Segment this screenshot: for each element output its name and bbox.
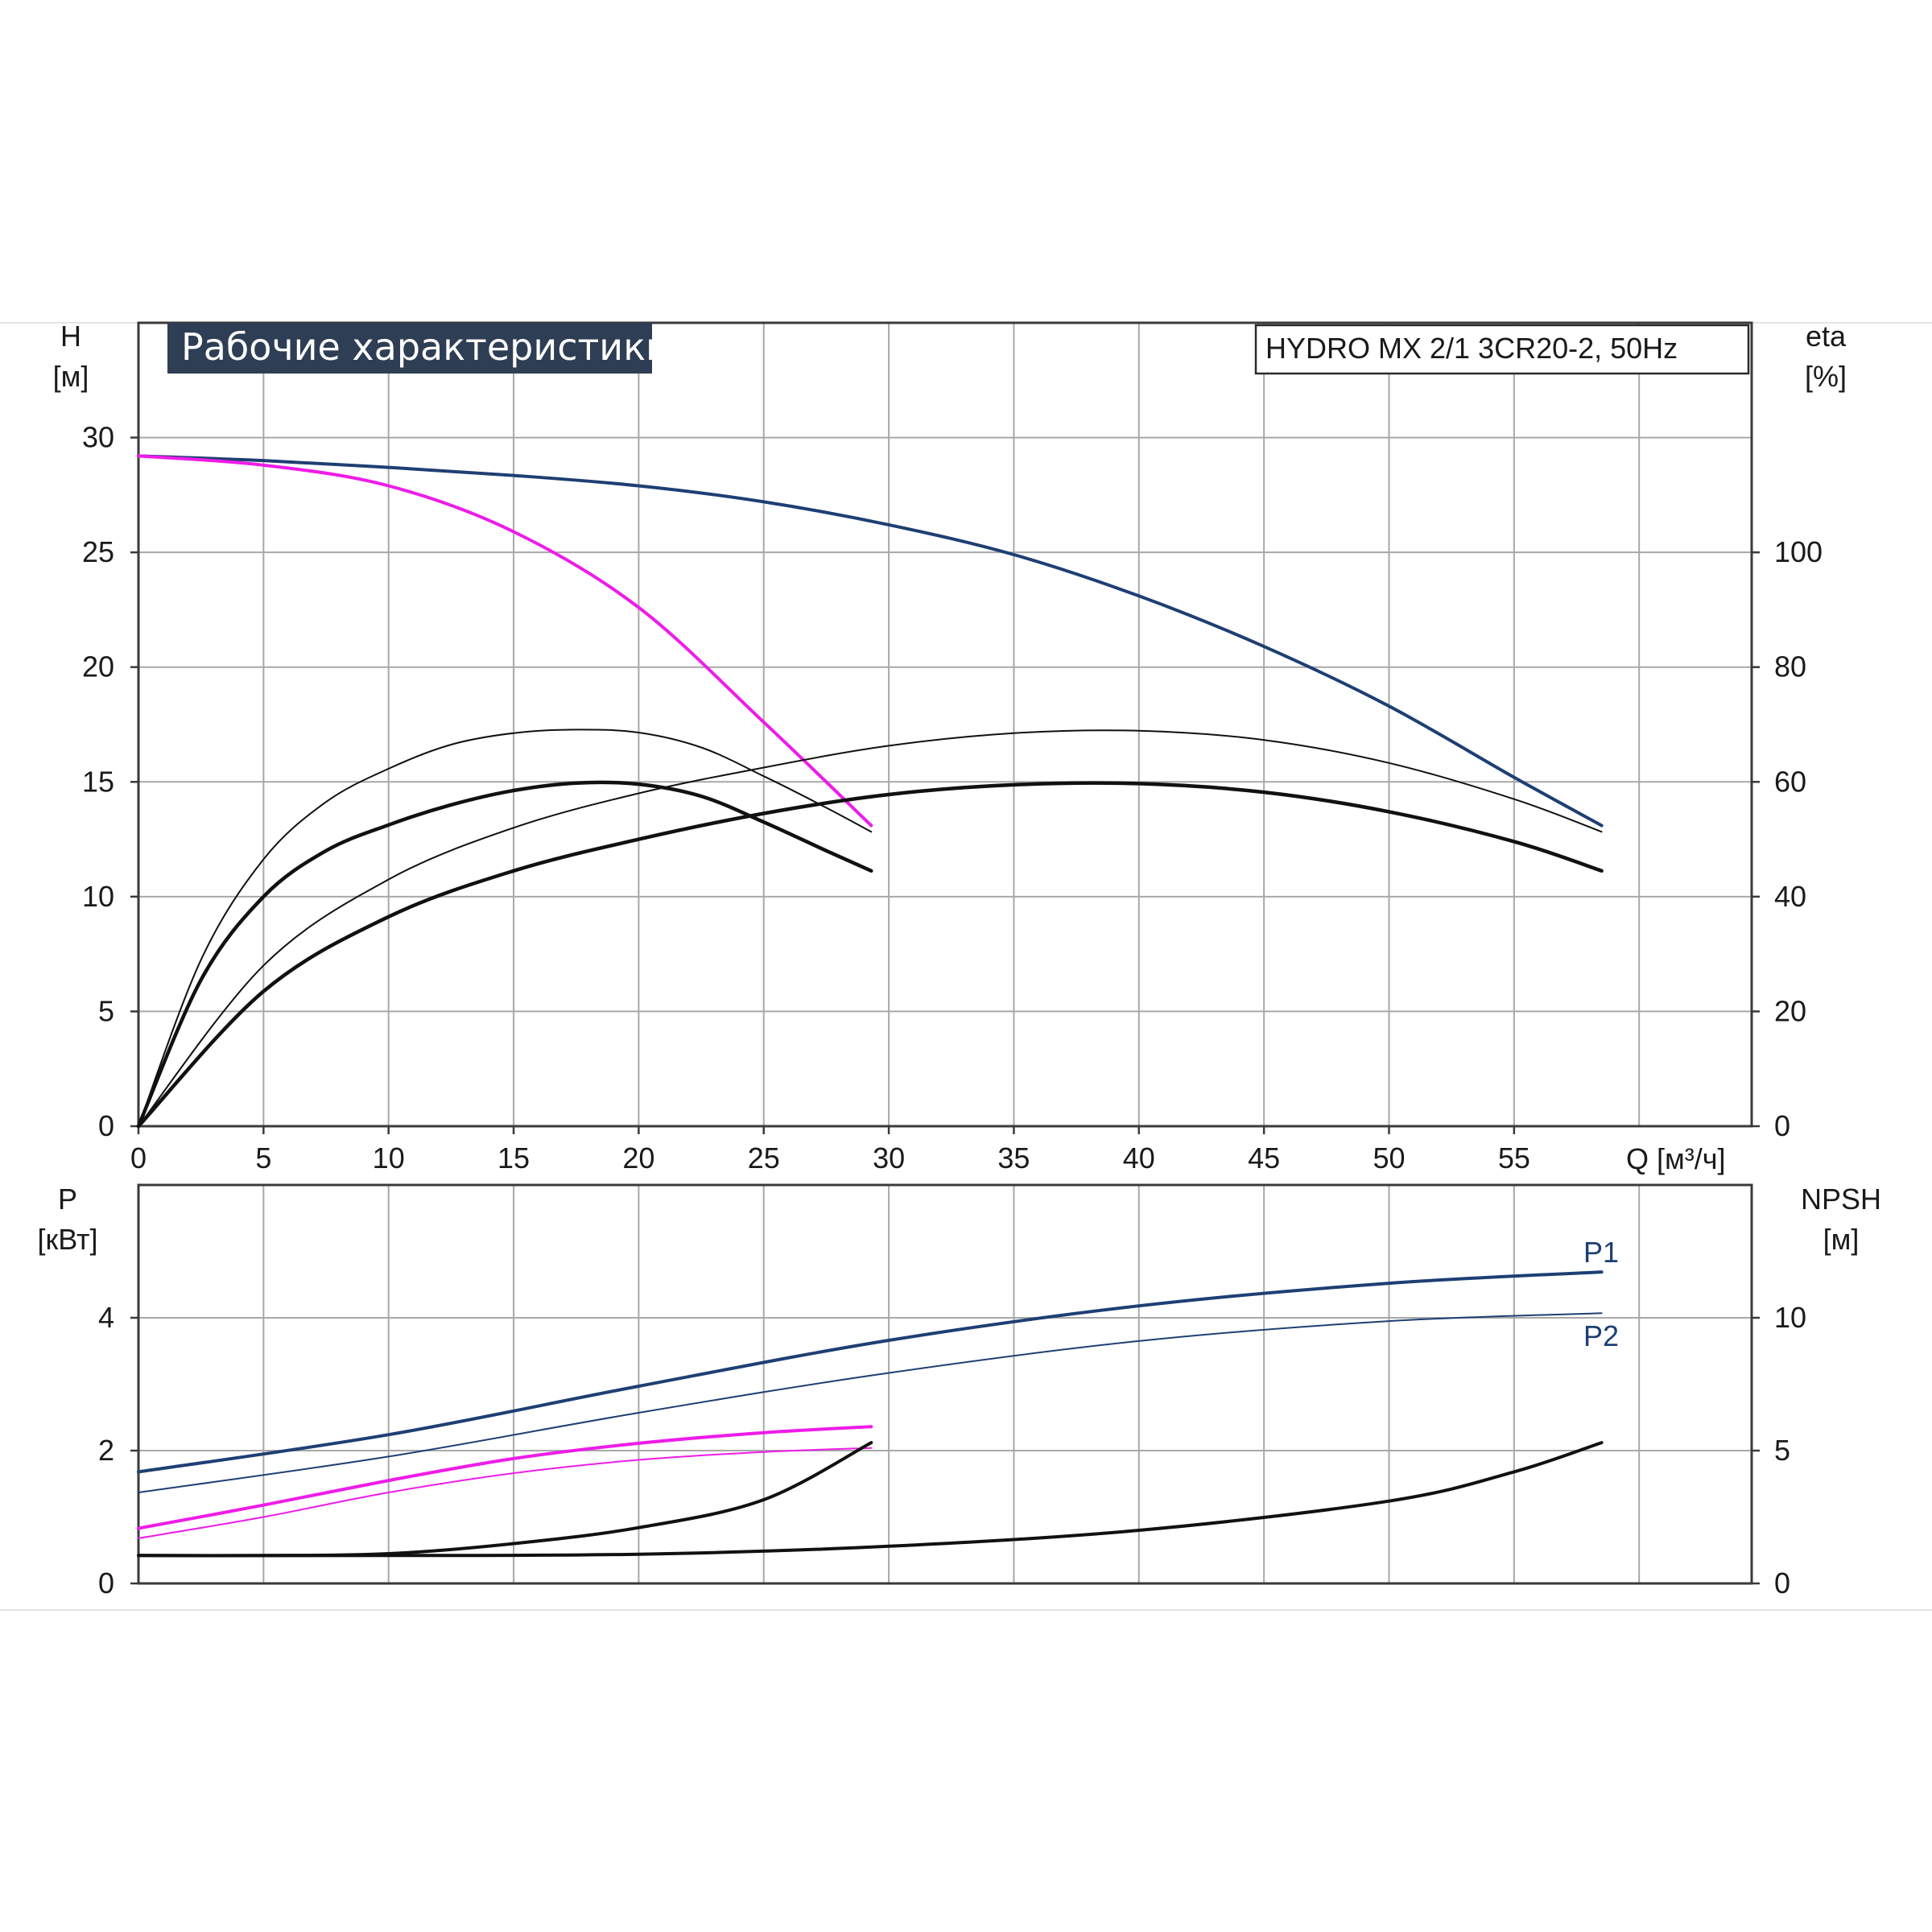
x-tick-label: 25 bbox=[748, 1141, 780, 1174]
y-tick-label: 2 bbox=[98, 1434, 114, 1467]
series-line-P1-one bbox=[137, 1425, 873, 1530]
y2-tick-label: 5 bbox=[1774, 1434, 1790, 1467]
y-tick-label: 0 bbox=[98, 1109, 114, 1142]
y-tick-label: 10 bbox=[82, 880, 114, 913]
y-tick-label: 20 bbox=[82, 650, 114, 683]
x-tick-label: 35 bbox=[997, 1141, 1030, 1174]
y2-tick-label: 40 bbox=[1774, 880, 1806, 913]
lower-y2-label: NPSH bbox=[1801, 1183, 1881, 1216]
series-line-npsh-max bbox=[137, 1441, 1604, 1558]
y2-tick-label: 10 bbox=[1774, 1301, 1806, 1334]
p1-series-label: P1 bbox=[1583, 1236, 1619, 1269]
x-axis-label: Q [м³/ч] bbox=[1626, 1142, 1726, 1175]
upper-plot-frame bbox=[137, 321, 1753, 1128]
model-label-box bbox=[1254, 324, 1750, 375]
series-line-head-one bbox=[137, 454, 873, 828]
y-tick-label: 15 bbox=[82, 765, 114, 798]
lower-grid bbox=[138, 1185, 1752, 1583]
y2-tick-label: 80 bbox=[1774, 650, 1806, 683]
x-tick-label: 15 bbox=[497, 1141, 530, 1174]
y2-tick-label: 60 bbox=[1774, 765, 1806, 798]
y-tick-label: 30 bbox=[82, 421, 114, 454]
lower-curves bbox=[137, 1270, 1604, 1558]
series-line-P1-max bbox=[137, 1270, 1604, 1474]
y2-tick-label: 20 bbox=[1774, 994, 1806, 1027]
chart-title: Рабочие характеристики bbox=[181, 325, 670, 369]
series-line-eta-max-thin bbox=[138, 729, 1603, 1127]
upper-curves bbox=[136, 454, 1604, 1129]
lower-plot-frame bbox=[137, 1183, 1753, 1585]
lower-y-unit: [кВт] bbox=[37, 1223, 97, 1256]
lower-y-label: P bbox=[58, 1183, 77, 1216]
x-tick-label: 55 bbox=[1498, 1141, 1530, 1174]
x-tick-label: 45 bbox=[1248, 1141, 1280, 1174]
chart-title-background bbox=[167, 323, 652, 374]
series-line-eta-one-thin bbox=[138, 729, 873, 1127]
x-tick-label: 5 bbox=[255, 1141, 271, 1174]
model-label: HYDRO MX 2/1 3CR20-2, 50Hz bbox=[1265, 332, 1678, 365]
axis-tick-labels: 0 5 10 15 20 25 30 35 40 45 50 55051015202530020406… bbox=[82, 421, 1823, 1600]
y-tick-label: 4 bbox=[98, 1301, 114, 1334]
x-tick-label: 50 bbox=[1373, 1141, 1405, 1174]
upper-y-unit: [м] bbox=[53, 360, 89, 393]
x-tick-label: 30 bbox=[873, 1141, 905, 1174]
y-tick-label: 5 bbox=[98, 994, 114, 1027]
upper-grid bbox=[138, 323, 1752, 1126]
axis-ticks bbox=[130, 436, 1760, 1585]
upper-y2-unit: [%] bbox=[1805, 360, 1847, 393]
series-line-eta-one-thick bbox=[136, 780, 873, 1129]
x-tick-label: 0 bbox=[130, 1141, 147, 1174]
y2-tick-label: 0 bbox=[1774, 1109, 1790, 1142]
y2-tick-label: 100 bbox=[1774, 535, 1823, 568]
y2-tick-label: 0 bbox=[1774, 1567, 1790, 1600]
series-line-eta-max-thick bbox=[136, 781, 1604, 1129]
y-tick-label: 0 bbox=[98, 1567, 114, 1600]
x-tick-label: 40 bbox=[1123, 1141, 1155, 1174]
series-line-P2-one bbox=[138, 1447, 873, 1539]
upper-y-label: H bbox=[60, 320, 81, 353]
upper-y2-label: eta bbox=[1806, 320, 1847, 353]
x-tick-label: 10 bbox=[373, 1141, 405, 1174]
y-tick-label: 25 bbox=[82, 535, 114, 568]
series-line-P2-max bbox=[138, 1312, 1603, 1493]
x-tick-label: 20 bbox=[622, 1141, 654, 1174]
lower-y2-unit: [м] bbox=[1823, 1223, 1860, 1256]
p2-series-label: P2 bbox=[1583, 1319, 1619, 1352]
series-line-head-max bbox=[137, 454, 1604, 828]
